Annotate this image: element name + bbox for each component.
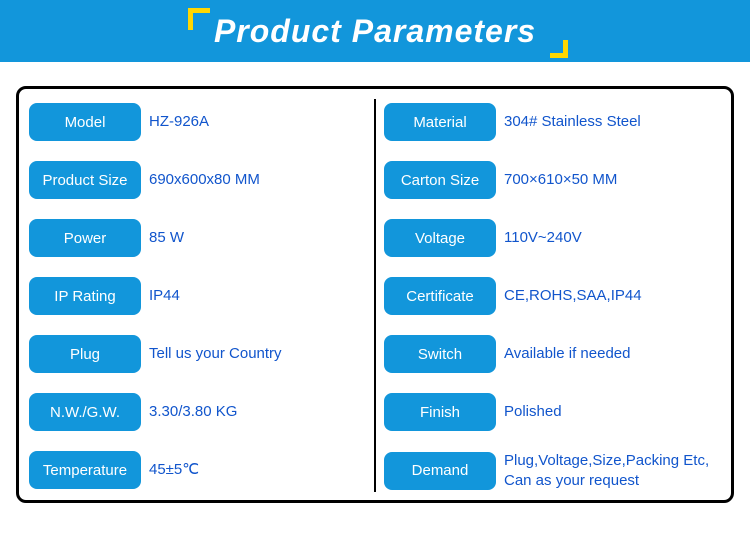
param-row: Model HZ-926A xyxy=(29,103,366,141)
param-value-plug: Tell us your Country xyxy=(149,344,366,364)
bracket-bottom-right-icon xyxy=(550,40,568,58)
param-row: Finish Polished xyxy=(384,393,721,431)
param-label-demand: Demand xyxy=(384,452,496,490)
param-row: Product Size 690x600x80 MM xyxy=(29,161,366,199)
param-value-voltage: 110V~240V xyxy=(504,228,721,248)
param-value-product-size: 690x600x80 MM xyxy=(149,170,366,190)
param-row: Material 304# Stainless Steel xyxy=(384,103,721,141)
param-label-finish: Finish xyxy=(384,393,496,431)
param-value-switch: Available if needed xyxy=(504,344,721,364)
param-row: N.W./G.W. 3.30/3.80 KG xyxy=(29,393,366,431)
param-row: Certificate CE,ROHS,SAA,IP44 xyxy=(384,277,721,315)
param-label-certificate: Certificate xyxy=(384,277,496,315)
param-label-voltage: Voltage xyxy=(384,219,496,257)
header: Product Parameters xyxy=(0,0,750,62)
param-value-carton-size: 700×610×50 MM xyxy=(504,170,721,190)
param-value-certificate: CE,ROHS,SAA,IP44 xyxy=(504,286,721,306)
parameters-box: Model HZ-926A Product Size 690x600x80 MM… xyxy=(16,86,734,503)
param-row: Switch Available if needed xyxy=(384,335,721,373)
param-row: Temperature 45±5℃ xyxy=(29,451,366,489)
right-column: Material 304# Stainless Steel Carton Siz… xyxy=(376,103,721,490)
param-value-finish: Polished xyxy=(504,402,721,422)
content-area: Model HZ-926A Product Size 690x600x80 MM… xyxy=(0,62,750,519)
param-label-temperature: Temperature xyxy=(29,451,141,489)
param-label-model: Model xyxy=(29,103,141,141)
param-row: Plug Tell us your Country xyxy=(29,335,366,373)
left-column: Model HZ-926A Product Size 690x600x80 MM… xyxy=(29,103,374,490)
param-label-power: Power xyxy=(29,219,141,257)
param-label-product-size: Product Size xyxy=(29,161,141,199)
param-label-switch: Switch xyxy=(384,335,496,373)
param-value-model: HZ-926A xyxy=(149,112,366,132)
param-value-ip-rating: IP44 xyxy=(149,286,366,306)
param-label-material: Material xyxy=(384,103,496,141)
param-row: Voltage 110V~240V xyxy=(384,219,721,257)
param-label-plug: Plug xyxy=(29,335,141,373)
param-row: Power 85 W xyxy=(29,219,366,257)
param-value-demand: Plug,Voltage,Size,Packing Etc, Can as yo… xyxy=(504,451,721,490)
param-value-material: 304# Stainless Steel xyxy=(504,112,721,132)
param-row: Carton Size 700×610×50 MM xyxy=(384,161,721,199)
param-row: Demand Plug,Voltage,Size,Packing Etc, Ca… xyxy=(384,451,721,490)
param-value-nwgw: 3.30/3.80 KG xyxy=(149,402,366,422)
param-value-temperature: 45±5℃ xyxy=(149,460,366,480)
param-row: IP Rating IP44 xyxy=(29,277,366,315)
page-title: Product Parameters xyxy=(194,13,556,50)
param-label-ip-rating: IP Rating xyxy=(29,277,141,315)
param-label-nwgw: N.W./G.W. xyxy=(29,393,141,431)
param-label-carton-size: Carton Size xyxy=(384,161,496,199)
param-value-power: 85 W xyxy=(149,228,366,248)
